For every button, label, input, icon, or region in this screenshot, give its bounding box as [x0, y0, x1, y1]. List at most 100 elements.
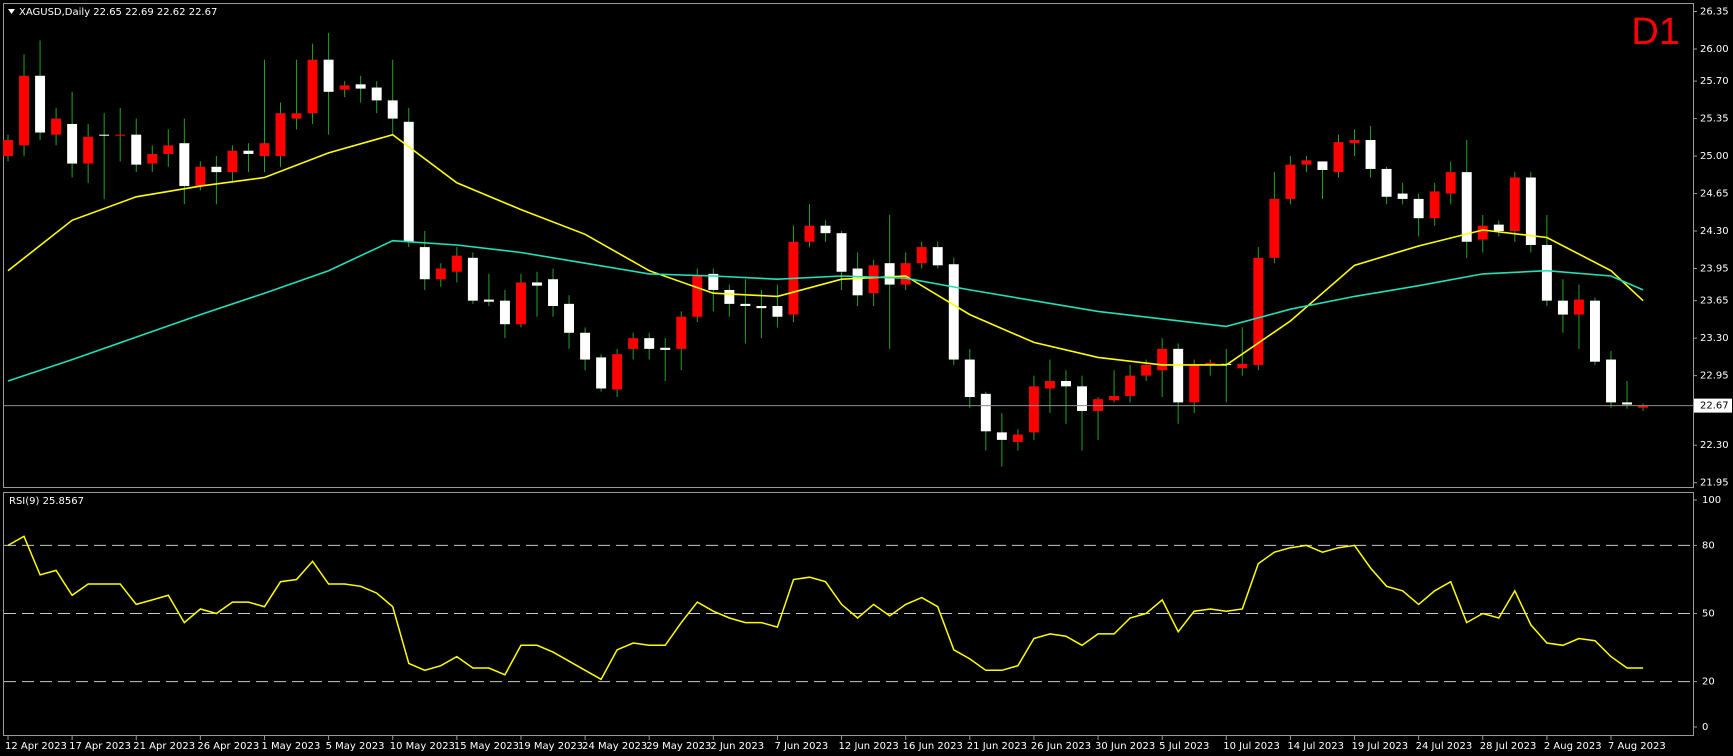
candle-body	[1333, 142, 1344, 173]
y-tick-label: 23.95	[1700, 264, 1729, 275]
candle-body	[19, 75, 29, 146]
candle-body	[179, 143, 190, 187]
menu-arrow	[8, 9, 15, 14]
y-tick-label: 23.65	[1700, 296, 1729, 307]
candle-body	[596, 357, 607, 389]
x-tick-label: 10 May 2023	[390, 741, 455, 752]
x-tick-label: 21 Jun 2023	[967, 741, 1027, 752]
x-tick-label: 21 Apr 2023	[133, 741, 195, 752]
candle-body	[51, 118, 62, 135]
x-tick-label: 24 May 2023	[582, 741, 647, 752]
y-tick-label: 22.95	[1700, 371, 1729, 382]
price-pane	[3, 3, 1694, 488]
candle-body	[1606, 359, 1616, 403]
x-tick-label: 15 May 2023	[454, 741, 519, 752]
y-tick-label: 24.65	[1700, 189, 1729, 200]
candle-body	[900, 263, 911, 285]
candle-body	[1044, 380, 1055, 389]
candle-body	[291, 113, 302, 119]
y-tick-label: 23.30	[1700, 333, 1729, 344]
candle-body	[131, 134, 142, 165]
candle-body	[628, 338, 639, 349]
candle-body	[483, 299, 494, 302]
candle-body	[1573, 299, 1584, 315]
price-layer	[3, 32, 1693, 467]
candle-body	[1173, 348, 1184, 403]
y-tick-label: 25.70	[1700, 76, 1729, 87]
candle-body	[532, 282, 542, 286]
candle-body	[868, 265, 879, 294]
x-tick-label: 12 Apr 2023	[5, 741, 67, 752]
current-price-label: 22.67	[1700, 401, 1729, 412]
candle-body	[1028, 386, 1039, 433]
x-tick-label: 5 May 2023	[326, 741, 385, 752]
rsi-layer	[4, 535, 1693, 683]
candle-body	[1093, 399, 1104, 411]
candle-body	[1622, 402, 1632, 405]
candle-body	[275, 113, 286, 157]
candle-body	[756, 306, 767, 309]
candle-body	[371, 87, 382, 101]
candle-body	[355, 84, 366, 89]
candle-body	[211, 166, 222, 173]
candle-body	[676, 316, 687, 349]
candle-body	[1317, 161, 1328, 170]
candle-body	[980, 393, 991, 432]
candle-body	[708, 273, 719, 290]
candle-body	[932, 247, 943, 266]
x-tick-label: 19 May 2023	[518, 741, 583, 752]
candle-body	[1189, 364, 1200, 403]
x-tick-label: 19 Jul 2023	[1352, 741, 1409, 752]
x-tick-label: 28 Jul 2023	[1480, 741, 1537, 752]
candle-body	[1269, 198, 1280, 258]
candle-body	[1381, 168, 1392, 197]
candle-body	[387, 100, 398, 119]
candle-body	[1061, 380, 1071, 387]
candle-body	[1525, 177, 1536, 245]
moving-average	[7, 239, 1644, 382]
axis-layer: 26.35 26.00 25.70 25.35 25.00 24.65 24.30 23.95…	[5, 6, 1732, 752]
y-tick-label: 100	[1702, 495, 1721, 506]
rsi-line	[7, 535, 1644, 681]
candle-body	[1397, 193, 1408, 199]
candle-body	[419, 247, 430, 280]
candle-body	[1477, 225, 1488, 240]
candle-body	[1429, 191, 1440, 219]
candle-body	[147, 153, 158, 164]
y-tick-label: 26.00	[1700, 44, 1729, 55]
candle-body	[1445, 172, 1456, 194]
candle-body	[1461, 172, 1472, 242]
x-tick-label: 7 Jun 2023	[774, 741, 828, 752]
candle-body	[115, 134, 126, 136]
candle-body	[515, 282, 526, 325]
y-tick-label: 26.35	[1700, 6, 1729, 17]
candle-body	[451, 255, 462, 272]
y-tick-label: 0	[1702, 722, 1708, 733]
candle-body	[884, 263, 895, 285]
y-tick-label: 20	[1702, 677, 1715, 688]
x-tick-label: 2 Aug 2023	[1544, 741, 1602, 752]
candle-body	[499, 300, 510, 325]
candle-body	[1109, 395, 1120, 401]
x-tick-label: 12 Jun 2023	[839, 741, 899, 752]
rsi-title: RSI(9) 25.8567	[9, 496, 84, 507]
y-tick-label: 25.00	[1700, 151, 1729, 162]
x-tick-label: 17 Apr 2023	[69, 741, 131, 752]
candle-body	[1077, 386, 1087, 411]
candle-body	[644, 338, 655, 349]
candle-body	[612, 354, 623, 390]
candle-body	[1205, 362, 1216, 365]
candle-body	[1141, 364, 1152, 376]
candle-body	[740, 303, 751, 307]
candle-body	[772, 306, 783, 317]
candle-body	[852, 268, 863, 296]
candle-body	[467, 257, 478, 301]
candle-body	[1365, 140, 1376, 169]
candle-body	[836, 233, 847, 272]
candle-body	[403, 121, 414, 242]
candle-body	[1157, 348, 1168, 371]
candle-body	[163, 145, 174, 154]
candle-body	[1349, 140, 1360, 144]
